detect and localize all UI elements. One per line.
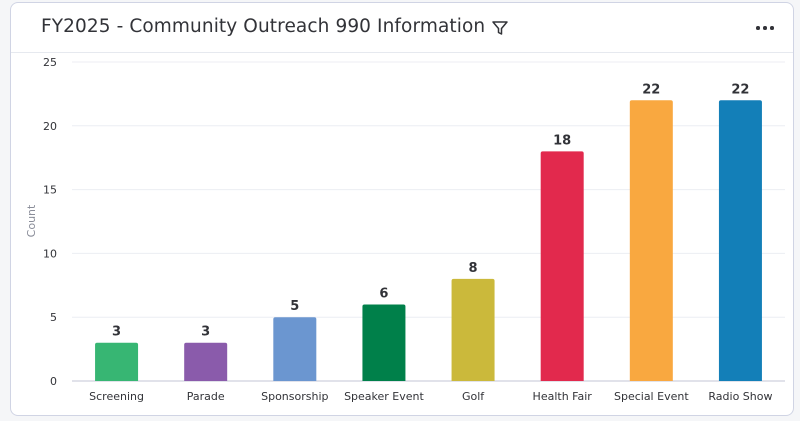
grid-lines [72, 61, 785, 382]
x-category-label: Radio Show [708, 390, 772, 403]
y-axis-ticks: 0 5 10 15 20 25 [43, 56, 57, 388]
bar-value-label: 5 [290, 299, 299, 314]
x-category-label: Sponsorship [261, 390, 328, 403]
widget-title: FY2025 - Community Outreach 990 Informat… [41, 16, 486, 37]
x-category-label: Screening [89, 390, 144, 403]
y-tick-label: 25 [43, 56, 57, 69]
x-axis-labels: Screening Parade Sponsorship Speaker Event G… [89, 390, 772, 403]
filter-icon[interactable] [489, 17, 511, 39]
more-options-icon[interactable] [753, 17, 777, 39]
bar-value-label: 22 [731, 82, 749, 97]
bar-value-label: 6 [379, 286, 388, 301]
x-category-label: Health Fair [533, 390, 593, 403]
y-tick-label: 20 [43, 120, 57, 133]
y-axis-title: Count [25, 204, 38, 237]
bar[interactable] [95, 342, 139, 381]
bar-value-label: 3 [201, 325, 210, 340]
bar-value-label: 22 [642, 82, 660, 97]
y-tick-label: 0 [50, 375, 57, 388]
bar[interactable] [718, 100, 762, 381]
widget-header: FY2025 - Community Outreach 990 Informat… [11, 3, 793, 53]
x-category-label: Golf [462, 390, 485, 403]
bar[interactable] [273, 317, 317, 381]
bar-value-label: 8 [469, 261, 478, 276]
y-tick-label: 10 [43, 247, 57, 260]
x-category-label: Parade [187, 390, 225, 403]
bars: 3 3 5 6 8 18 22 22 [95, 82, 762, 381]
y-tick-label: 15 [43, 184, 57, 197]
bar-value-label: 18 [553, 133, 571, 148]
bar[interactable] [451, 278, 495, 381]
bar-value-label: 3 [112, 325, 121, 340]
x-category-label: Speaker Event [344, 390, 424, 403]
bar[interactable] [540, 151, 584, 381]
x-category-label: Special Event [614, 390, 689, 403]
bar[interactable] [362, 304, 406, 381]
y-tick-label: 5 [50, 311, 57, 324]
bar[interactable] [184, 342, 228, 381]
bar[interactable] [629, 100, 673, 381]
